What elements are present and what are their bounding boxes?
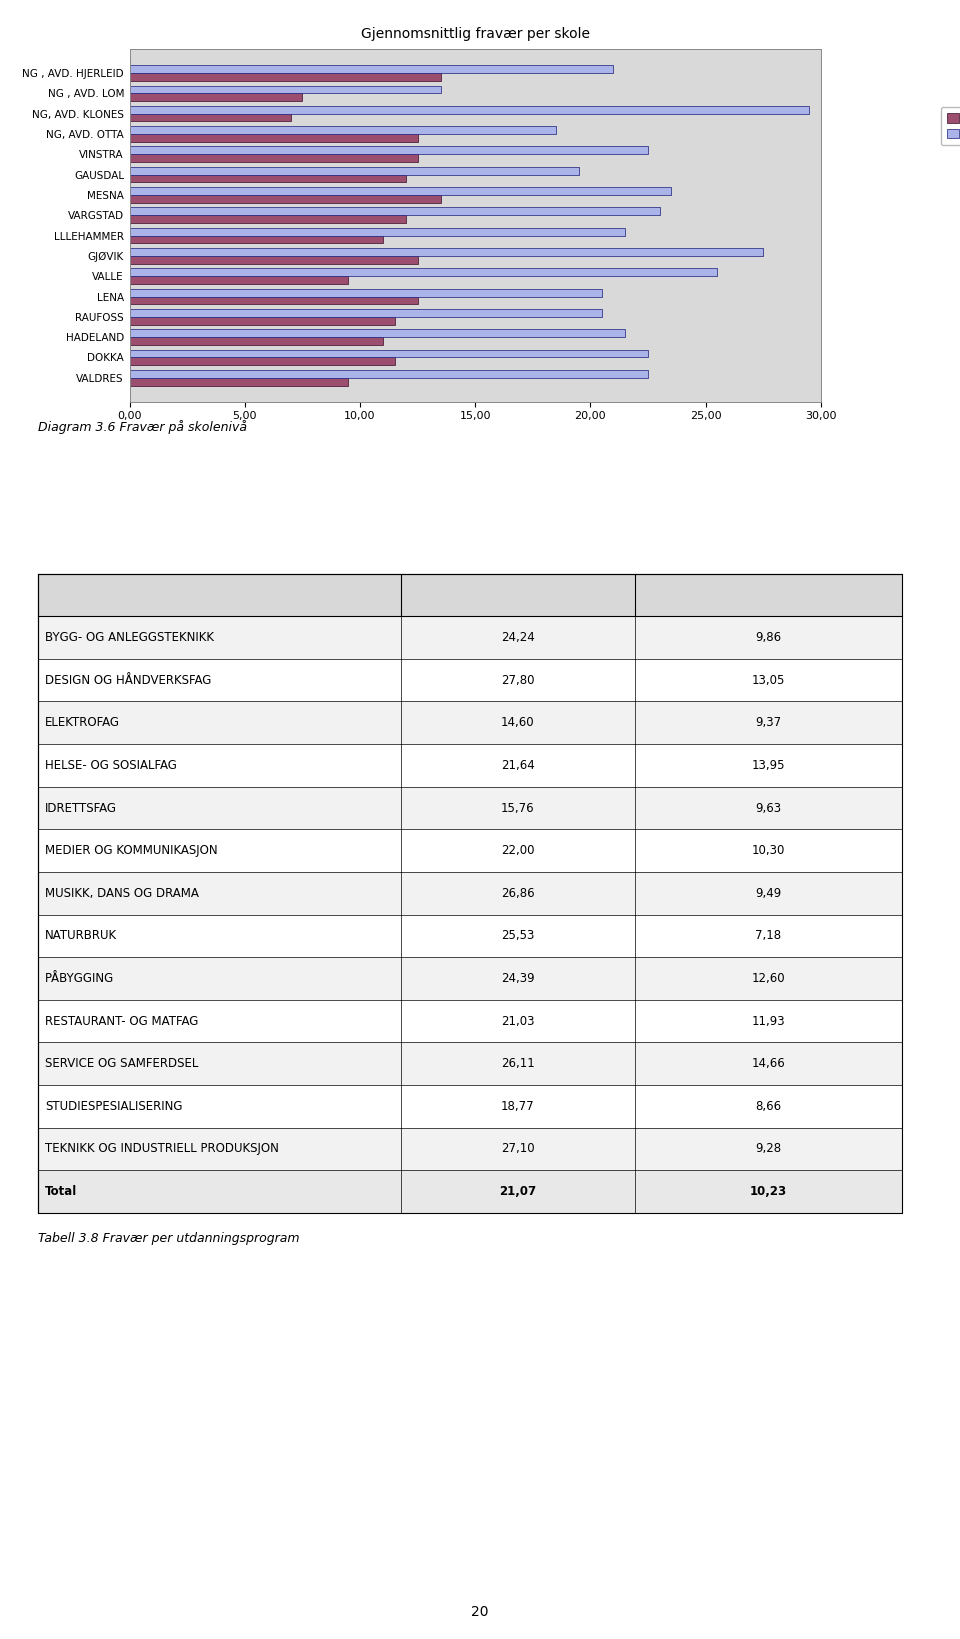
Text: 21,07: 21,07	[499, 1185, 537, 1198]
Bar	[130, 154, 418, 162]
Bar	[130, 228, 625, 236]
Text: 8,66: 8,66	[756, 1100, 781, 1113]
Text: Gjennomsnitt dager: Gjennomsnitt dager	[703, 588, 834, 602]
Text: 10,30: 10,30	[752, 844, 785, 857]
Text: 24,39: 24,39	[501, 972, 535, 985]
Text: 27,10: 27,10	[501, 1142, 535, 1155]
Text: 9,86: 9,86	[756, 631, 781, 644]
Text: 22,00: 22,00	[501, 844, 535, 857]
Bar	[130, 338, 383, 344]
Bar	[130, 187, 671, 195]
Text: 9,49: 9,49	[756, 887, 781, 900]
Bar	[130, 174, 406, 182]
Bar	[130, 329, 625, 338]
Text: 24,24: 24,24	[501, 631, 535, 644]
Text: HELSE- OG SOSIALFAG: HELSE- OG SOSIALFAG	[45, 759, 177, 772]
Bar	[130, 236, 383, 243]
Text: IDRETTSFAG: IDRETTSFAG	[45, 801, 117, 815]
Text: 26,11: 26,11	[501, 1057, 535, 1070]
Bar	[130, 146, 648, 154]
Text: 13,95: 13,95	[752, 759, 785, 772]
Text: 27,80: 27,80	[501, 674, 535, 687]
Bar	[130, 113, 291, 121]
Text: Tabell 3.8 Fravær per utdanningsprogram: Tabell 3.8 Fravær per utdanningsprogram	[38, 1233, 300, 1246]
Text: ELEKTROFAG: ELEKTROFAG	[45, 716, 120, 729]
Text: 9,28: 9,28	[756, 1142, 781, 1155]
Text: TEKNIKK OG INDUSTRIELL PRODUKSJON: TEKNIKK OG INDUSTRIELL PRODUKSJON	[45, 1142, 279, 1155]
Bar	[130, 107, 809, 113]
Text: MEDIER OG KOMMUNIKASJON: MEDIER OG KOMMUNIKASJON	[45, 844, 218, 857]
Bar	[130, 357, 395, 365]
Text: 7,18: 7,18	[756, 929, 781, 942]
Bar	[130, 349, 648, 357]
Bar	[130, 288, 602, 297]
Text: 9,37: 9,37	[756, 716, 781, 729]
Bar	[130, 379, 348, 385]
Bar	[130, 277, 348, 284]
Text: DESIGN OG HÅNDVERKSFAG: DESIGN OG HÅNDVERKSFAG	[45, 674, 211, 687]
Title: Gjennomsnittlig fravær per skole: Gjennomsnittlig fravær per skole	[361, 28, 589, 41]
Text: 21,64: 21,64	[501, 759, 535, 772]
Text: 11,93: 11,93	[752, 1015, 785, 1028]
Bar	[130, 72, 441, 80]
Text: 13,05: 13,05	[752, 674, 785, 687]
Bar	[130, 93, 302, 102]
Text: 20: 20	[471, 1605, 489, 1619]
Bar	[130, 316, 395, 325]
Bar	[130, 167, 579, 174]
Bar	[130, 126, 556, 134]
Text: 14,66: 14,66	[752, 1057, 785, 1070]
Text: MUSIKK, DANS OG DRAMA: MUSIKK, DANS OG DRAMA	[45, 887, 199, 900]
Text: Total: Total	[45, 1185, 78, 1198]
Bar	[130, 208, 660, 215]
Text: 12,60: 12,60	[752, 972, 785, 985]
Bar	[130, 66, 613, 72]
Text: 14,60: 14,60	[501, 716, 535, 729]
Text: 10,23: 10,23	[750, 1185, 787, 1198]
Text: 26,86: 26,86	[501, 887, 535, 900]
Text: Gjennomsnitt timer: Gjennomsnitt timer	[453, 588, 583, 602]
Legend: Gjennomsnitt dager, Gjennomsnitt timer: Gjennomsnitt dager, Gjennomsnitt timer	[941, 107, 960, 146]
Bar	[130, 310, 602, 316]
Bar	[130, 195, 441, 203]
Bar	[130, 256, 418, 264]
Text: 9,63: 9,63	[756, 801, 781, 815]
Text: 25,53: 25,53	[501, 929, 535, 942]
Text: Diagram 3.6 Fravær på skolenivå: Diagram 3.6 Fravær på skolenivå	[38, 420, 248, 434]
Bar	[130, 370, 648, 379]
Bar	[130, 85, 441, 93]
Text: 15,76: 15,76	[501, 801, 535, 815]
Text: 18,77: 18,77	[501, 1100, 535, 1113]
Text: PÅBYGGING: PÅBYGGING	[45, 972, 114, 985]
Text: NATURBRUK: NATURBRUK	[45, 929, 117, 942]
Bar	[130, 269, 717, 277]
Text: RESTAURANT- OG MATFAG: RESTAURANT- OG MATFAG	[45, 1015, 199, 1028]
Bar	[130, 215, 406, 223]
Text: SERVICE OG SAMFERDSEL: SERVICE OG SAMFERDSEL	[45, 1057, 199, 1070]
Text: BYGG- OG ANLEGGSTEKNIKK: BYGG- OG ANLEGGSTEKNIKK	[45, 631, 214, 644]
Text: 21,03: 21,03	[501, 1015, 535, 1028]
Bar	[130, 247, 763, 256]
Bar	[130, 297, 418, 305]
Bar	[130, 134, 418, 141]
Text: STUDIESPESIALISERING: STUDIESPESIALISERING	[45, 1100, 182, 1113]
